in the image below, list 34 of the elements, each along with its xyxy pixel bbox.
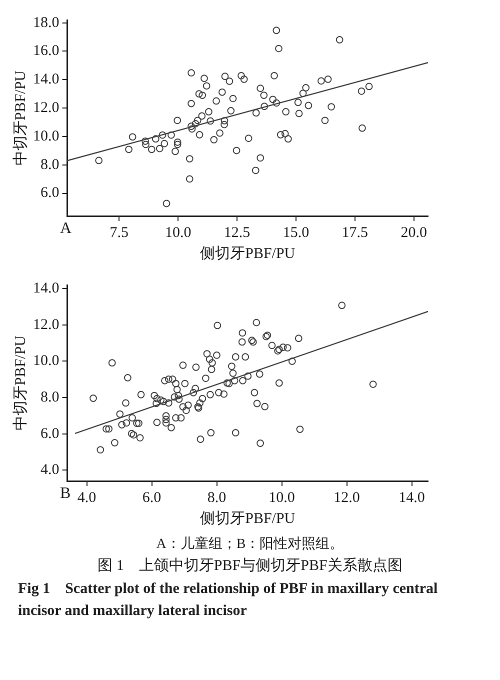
y-tick-label: 14.0 [33,72,60,88]
y-axis-title: 中切牙PBF/PU [12,335,29,431]
x-tick-label: 12.5 [224,224,250,241]
x-tick-label: 10.0 [268,490,295,506]
y-tick-label: 14.0 [33,280,60,297]
x-tick-label: 6.0 [142,490,162,506]
caption: Fig 1 Scatter plot of the relationship of PBF in maxillary central incisor and maxillary lateral incisor [18,580,439,621]
text: B [60,485,71,502]
y-tick-label: 4.0 [40,462,60,478]
y-tick-label: 6.0 [40,185,60,202]
x-tick-label: 15.0 [282,224,310,241]
x-axis-title: 侧切牙PBF/PU [200,510,296,527]
caption: 图 1 上颌中切牙PBF与侧切牙PBF关系散点图 [96,556,404,576]
y-tick-label: 12.0 [33,100,60,116]
y-tick-label: 16.0 [33,43,60,60]
x-tick-label: 8.0 [207,490,226,506]
x-tick-label: 7.5 [110,224,128,241]
x-axis-title: 侧切牙PBF/PU [200,244,296,262]
x-tick-label: 20.0 [400,224,427,241]
text: A [60,220,72,238]
x-tick-label: 17.5 [342,224,368,241]
x-tick-label: 10.0 [164,224,192,241]
y-axis-title: 中切牙PBF/PU [12,70,29,166]
y-tick-label: 10.0 [33,128,60,144]
y-tick-label: 12.0 [33,316,60,333]
x-tick-label: 4.0 [77,490,96,506]
text: A：儿童组；B：阳性对照组。 [155,535,345,554]
x-tick-label: 12.0 [334,490,360,506]
y-tick-label: 8.0 [40,389,60,406]
y-tick-label: 18.0 [33,14,60,31]
x-tick-label: 14.0 [398,490,425,506]
y-tick-label: 10.0 [33,353,60,370]
y-tick-label: 6.0 [40,426,60,442]
y-tick-label: 8.0 [40,156,60,173]
